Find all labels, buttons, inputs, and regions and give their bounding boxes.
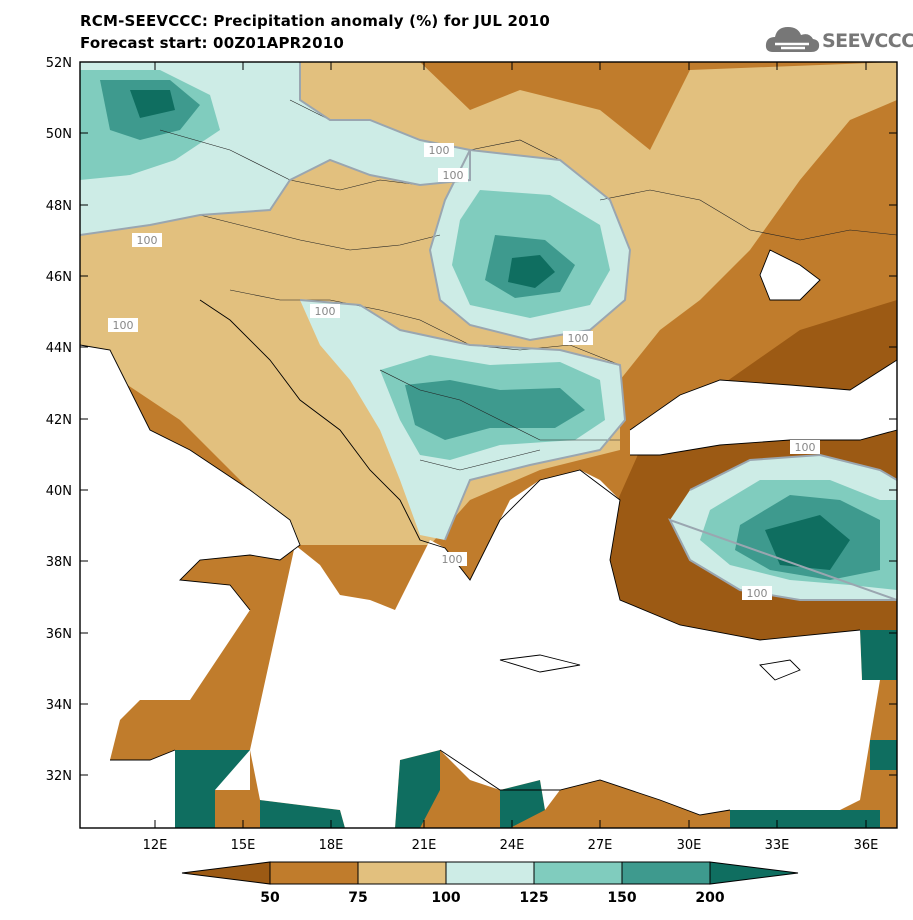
latitude-axis: 52N 50N 48N 46N 44N 42N 40N 38N 36N 34N … — [46, 56, 897, 784]
lat-label: 44N — [46, 341, 72, 356]
cloud-icon — [765, 27, 820, 52]
colorbar-segment — [269, 861, 359, 885]
contour-label: 100 — [747, 587, 768, 600]
forecast-start-label: Forecast start: 00Z01APR2010 — [80, 34, 344, 52]
field-150-200-balkan — [405, 380, 585, 440]
sea-mask — [80, 250, 897, 828]
contour-label: 100 — [113, 319, 134, 332]
lon-label: 21E — [412, 838, 437, 853]
colorbar-segment — [357, 861, 447, 885]
contour-label-box — [108, 318, 138, 332]
lat-label: 32N — [46, 769, 72, 784]
colorbar-segment — [621, 861, 711, 885]
lat-label: 46N — [46, 270, 72, 285]
lat-label: 50N — [46, 127, 72, 142]
contour-labels: 100 100 100 100 100 100 100 100 100 — [108, 143, 820, 600]
map-title: RCM-SEEVCCC: Precipitation anomaly (%) f… — [80, 12, 551, 30]
colorbar-label: 75 — [348, 890, 367, 906]
colorbar-low-arrow — [181, 861, 271, 885]
map-frame — [79, 61, 898, 829]
contour-label: 100 — [137, 234, 158, 247]
lat-label: 36N — [46, 627, 72, 642]
lon-label: 30E — [677, 838, 702, 853]
contour-label-box — [132, 233, 162, 247]
contour-label: 100 — [443, 169, 464, 182]
colorbar-segment — [445, 861, 535, 885]
contour-label: 100 — [568, 332, 589, 345]
contour-label-box — [790, 440, 820, 454]
lat-label: 48N — [46, 199, 72, 214]
field-above-200-central — [508, 255, 555, 288]
lat-label: 38N — [46, 555, 72, 570]
colorbar-segment — [533, 861, 623, 885]
contour-100-lines — [80, 62, 897, 601]
lon-label: 15E — [231, 838, 256, 853]
contour-label: 100 — [795, 441, 816, 454]
colorbar: 50 75 100 125 150 200 — [181, 861, 799, 906]
contour-label: 100 — [315, 305, 336, 318]
lon-label: 18E — [319, 838, 344, 853]
lon-label: 36E — [854, 838, 879, 853]
contour-label-box — [310, 304, 340, 318]
logo-text: SEEVCCC — [822, 30, 913, 52]
lon-label: 33E — [765, 838, 790, 853]
colorbar-high-arrow — [709, 861, 799, 885]
contour-label-box — [563, 331, 593, 345]
lon-label: 27E — [588, 838, 613, 853]
contour-label: 100 — [429, 144, 450, 157]
lon-label: 24E — [500, 838, 525, 853]
lat-label: 42N — [46, 413, 72, 428]
lat-label: 40N — [46, 484, 72, 499]
lat-label: 34N — [46, 698, 72, 713]
lon-label: 12E — [143, 838, 168, 853]
field-above-200-northwest — [130, 90, 175, 118]
lat-label: 52N — [46, 56, 72, 71]
colorbar-label: 50 — [260, 890, 280, 906]
seevccc-logo: SEEVCCC — [765, 22, 913, 56]
colorbar-label: 125 — [519, 890, 548, 906]
coastlines — [80, 249, 897, 816]
field-above-200-anatolia — [765, 515, 850, 570]
contour-label: 100 — [442, 553, 463, 566]
colorbar-label: 150 — [607, 890, 636, 906]
colorbar-label: 100 — [431, 890, 460, 906]
longitude-axis: 12E 15E 18E 21E 24E 27E 30E 33E 36E — [143, 62, 879, 853]
map-field — [80, 62, 897, 828]
colorbar-label: 200 — [695, 890, 724, 906]
contour-label-box — [437, 552, 467, 566]
contour-label-box — [742, 586, 772, 600]
contour-label-box — [424, 143, 454, 157]
contour-label-box — [438, 168, 468, 182]
